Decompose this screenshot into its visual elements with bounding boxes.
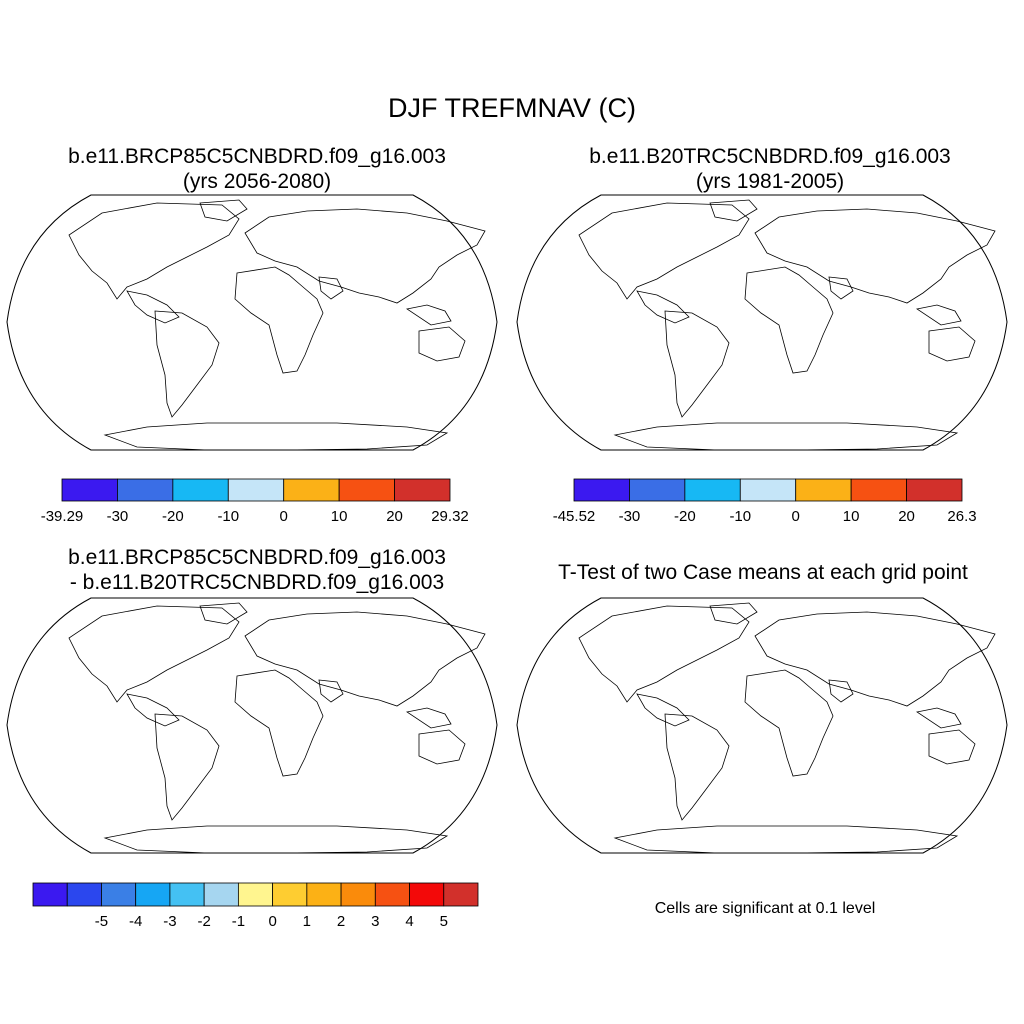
- coastline: [68, 199, 486, 451]
- colorbar-1-swatch-6: [394, 478, 451, 502]
- colorbar-1-swatch-4: [283, 478, 340, 502]
- colorbar-3-swatch-9: [340, 882, 376, 907]
- colorbar-3-swatch-7: [272, 882, 308, 907]
- colorbar-3-swatch-10: [374, 882, 410, 907]
- colorbar-1-label-1: -30: [107, 508, 129, 525]
- panel-1-title: b.e11.BRCP85C5CNBDRD.f09_g16.003 (yrs 20…: [17, 144, 497, 194]
- colorbar-3-swatch-2: [101, 882, 137, 907]
- coastline: [578, 602, 996, 854]
- colorbar-2-label-6: 20: [898, 508, 915, 525]
- colorbar-1-label-0: -39.29: [41, 508, 84, 525]
- panel-3-title-line2: - b.e11.B20TRC5CNBDRD.f09_g16.003: [69, 571, 445, 594]
- panel-1-title-line1: b.e11.BRCP85C5CNBDRD.f09_g16.003: [68, 145, 446, 168]
- colorbar-2-swatch-5: [850, 478, 907, 502]
- panel-1-title-line2: (yrs 2056-2080): [182, 170, 332, 193]
- colorbar-2-label-4: 0: [792, 508, 800, 525]
- panel-2-title: b.e11.B20TRC5CNBDRD.f09_g16.003 (yrs 198…: [530, 144, 1010, 194]
- land-fill: [69, 603, 485, 853]
- colorbar-1: -39.29 -30 -20 -10 0 10 20 29.32: [41, 478, 469, 525]
- colorbar-1-swatch-0: [61, 478, 118, 502]
- colorbar-2-label-1: -30: [619, 508, 641, 525]
- colorbar-3-swatch-11: [409, 882, 445, 907]
- colorbar-1-swatch-2: [172, 478, 229, 502]
- land-fill: [69, 200, 485, 450]
- panel-2-map: [516, 194, 1008, 451]
- colorbar-3-swatch-1: [66, 882, 102, 907]
- coastline: [578, 199, 996, 451]
- colorbar-1-label-5: 10: [331, 508, 348, 525]
- colorbar-3-label-2: -3: [163, 913, 176, 930]
- panel-3-title-line1: b.e11.BRCP85C5CNBDRD.f09_g16.003: [68, 546, 446, 569]
- colorbar-3-swatch-6: [237, 882, 274, 907]
- colorbar-2-label-2: -20: [674, 508, 696, 525]
- colorbar-2-swatch-1: [629, 478, 686, 502]
- colorbar-2-label-3: -10: [729, 508, 751, 525]
- colorbar-3-label-9: 4: [405, 913, 413, 930]
- land-fill: [579, 200, 995, 450]
- colorbar-2-label-7: 26.3: [947, 508, 976, 525]
- colorbar-2-swatch-3: [739, 478, 797, 502]
- colorbar-1-label-3: -10: [217, 508, 239, 525]
- panel-4-map: [516, 597, 1008, 854]
- map-boundary: [6, 597, 498, 854]
- panel-4-title: T-Test of two Case means at each grid po…: [558, 561, 968, 584]
- colorbar-3-swatch-5: [203, 882, 239, 907]
- colorbar-2-swatch-2: [684, 478, 741, 502]
- colorbar-3: -5 -4 -3 -2 -1 0 1 2 3 4 5: [32, 882, 479, 930]
- colorbar-3-label-6: 1: [303, 913, 311, 930]
- map-boundary: [516, 597, 1008, 854]
- colorbar-3-label-3: -2: [197, 913, 210, 930]
- colorbar-1-label-6: 20: [386, 508, 403, 525]
- colorbar-3-label-7: 2: [337, 913, 345, 930]
- colorbar-1-label-7: 29.32: [431, 508, 469, 525]
- figure-title: DJF TREFMNAV (C): [388, 93, 636, 123]
- colorbar-2-label-5: 10: [843, 508, 860, 525]
- colorbar-1-label-2: -20: [162, 508, 184, 525]
- colorbar-3-swatch-12: [443, 882, 479, 907]
- colorbar-3-label-10: 5: [440, 913, 448, 930]
- colorbar-3-swatch-0: [32, 882, 68, 907]
- colorbar-2-swatch-4: [795, 478, 852, 502]
- colorbar-3-label-1: -4: [129, 913, 142, 930]
- map-boundary: [6, 194, 498, 451]
- colorbar-3-swatch-8: [306, 882, 342, 907]
- panel-3-map: [6, 597, 498, 854]
- colorbar-2-label-0: -45.52: [553, 508, 596, 525]
- colorbar-3-label-8: 3: [371, 913, 379, 930]
- land-fill: [579, 603, 995, 853]
- map-boundary: [516, 194, 1008, 451]
- panel-2-title-line1: b.e11.B20TRC5CNBDRD.f09_g16.003: [589, 145, 951, 168]
- colorbar-3-label-0: -5: [95, 913, 108, 930]
- colorbar-2-swatch-6: [906, 478, 963, 502]
- panel-3-title: b.e11.BRCP85C5CNBDRD.f09_g16.003 - b.e11…: [17, 545, 497, 595]
- colorbar-1-swatch-1: [117, 478, 174, 502]
- colorbar-1-swatch-3: [227, 478, 285, 502]
- colorbar-3-swatch-3: [135, 882, 171, 907]
- panel-1-map: [6, 194, 498, 451]
- colorbar-3-label-4: -1: [232, 913, 245, 930]
- colorbar-2-swatch-0: [573, 478, 630, 502]
- colorbar-3-swatch-4: [169, 882, 205, 907]
- colorbar-1-label-4: 0: [280, 508, 288, 525]
- colorbar-2: -45.52 -30 -20 -10 0 10 20 26.3: [553, 478, 977, 525]
- significance-note: Cells are significant at 0.1 level: [654, 900, 876, 917]
- panel-2-title-line2: (yrs 1981-2005): [695, 170, 845, 193]
- coastline: [68, 602, 486, 854]
- colorbar-3-label-5: 0: [268, 913, 276, 930]
- colorbar-1-swatch-5: [338, 478, 395, 502]
